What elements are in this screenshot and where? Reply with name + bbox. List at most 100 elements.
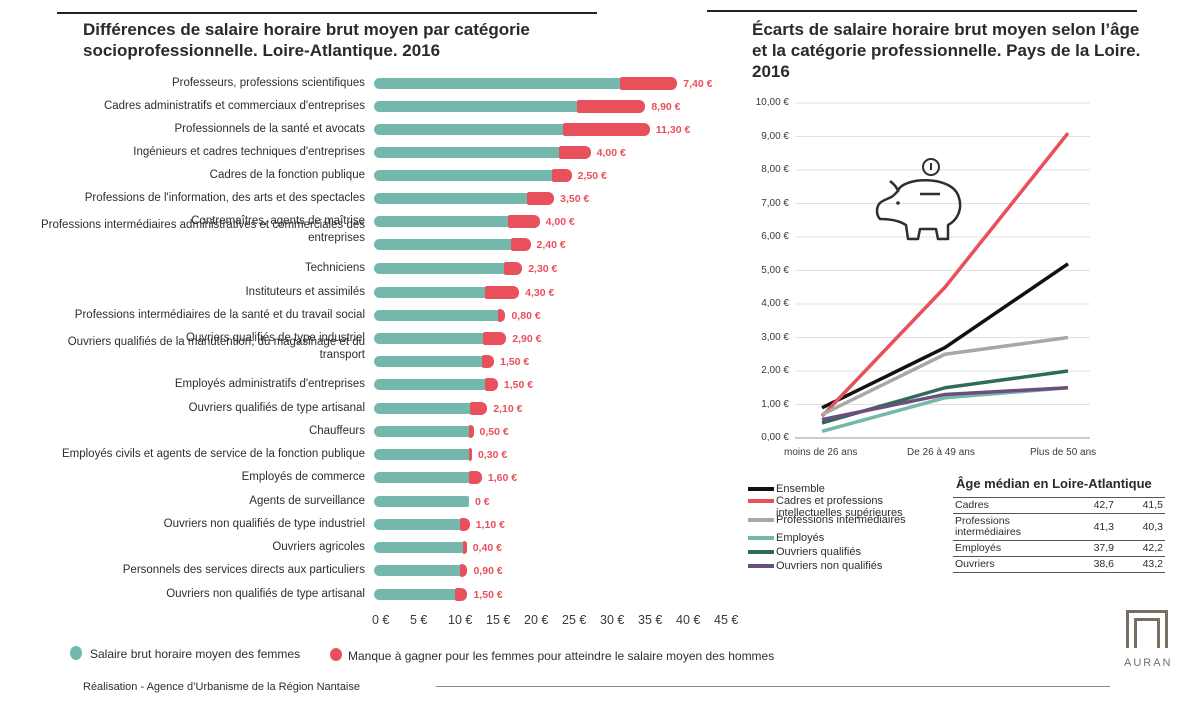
median-row-value: 43,2 <box>1116 556 1165 573</box>
bar-gap-label: 2,40 € <box>536 239 566 251</box>
line-y-tick-label: 7,00 € <box>761 197 789 209</box>
line-y-tick-label: 6,00 € <box>761 231 789 242</box>
bar-gap-label: 0,40 € <box>472 542 502 554</box>
line-series <box>821 386 1069 422</box>
bar-gap-label: 0,90 € <box>473 565 503 577</box>
line-legend-label: Ensemble <box>776 483 825 495</box>
line-series <box>821 262 1069 410</box>
bar-pay-gap <box>468 448 473 461</box>
bar-category-label: Employés civils et agents de service de … <box>61 448 365 460</box>
line-legend-swatch <box>748 499 774 503</box>
bar-gap-label: 1,50 € <box>473 589 503 601</box>
bar-women-salary <box>374 124 564 135</box>
bar-women-salary <box>374 333 485 344</box>
bar-gap-label: 0 € <box>475 496 490 508</box>
bar-category-label: Ouvriers non qualifiés de type artisanal <box>166 588 365 600</box>
bar-gap-label: 0,80 € <box>511 310 541 322</box>
bar-gap-label: 3,50 € <box>560 193 590 205</box>
bar-pay-gap <box>620 77 678 90</box>
median-row-value: 42,2 <box>1116 540 1165 557</box>
auran-logo-mark <box>1126 610 1168 648</box>
median-row-value: 40,3 <box>1116 513 1165 541</box>
median-age-table: Cadres 42,7 41,5 Professions intermédiaires… <box>953 497 1165 573</box>
line-y-tick-label: 0,00 € <box>761 432 789 443</box>
bar-category-label: Personnels des services directs aux part… <box>122 564 365 576</box>
bar-women-salary <box>374 403 472 414</box>
median-row-value: 42,7 <box>1067 497 1116 514</box>
bar-category-label: Cadres administratifs et commerciaux d'e… <box>103 100 365 112</box>
line-legend-label: Employés <box>776 532 825 544</box>
bar-category-label: Agents de surveillance <box>249 495 365 507</box>
bar-pay-gap <box>468 425 474 438</box>
bar-category-label: Instituteurs et assimilés <box>245 286 365 298</box>
bar-gap-label: 11,30 € <box>655 124 691 136</box>
line-legend-label: Ouvriers non qualifiés <box>776 560 883 572</box>
bar-women-salary <box>374 263 505 274</box>
median-row-label: Ouvriers <box>953 556 1067 573</box>
bar-women-salary <box>374 310 500 321</box>
auran-logo <box>1126 610 1176 652</box>
bar-women-salary <box>374 379 487 390</box>
bar-pay-gap <box>460 518 470 531</box>
bar-category-label: Professeurs, professions scientifiques <box>171 77 365 89</box>
bar-women-salary <box>374 542 464 553</box>
bar-gap-label: 2,30 € <box>528 263 558 275</box>
bar-category-label: Professions intermédiaires administrativ… <box>40 219 365 244</box>
bar-x-tick-label: 0 € <box>372 613 390 627</box>
bar-pay-gap <box>498 309 506 322</box>
bar-category-label: Ouvriers agricoles <box>272 541 365 553</box>
bar-gap-label: 0,50 € <box>479 426 509 438</box>
bar-gap-label: 1,50 € <box>503 379 534 391</box>
bar-pay-gap <box>551 169 572 182</box>
legend-gap-label: Manque à gagner pour les femmes pour att… <box>348 649 775 663</box>
bar-x-tick-label: 35 € <box>638 613 663 627</box>
bar-x-tick-label: 20 € <box>524 613 549 627</box>
bar-gap-label: 4,00 € <box>596 147 626 159</box>
bar-pay-gap <box>455 588 468 601</box>
bar-x-tick-label: 15 € <box>486 613 511 627</box>
median-row-label: Professions intermédiaires <box>953 513 1067 541</box>
bar-category-label: Ouvriers non qualifiés de type industrie… <box>163 518 365 530</box>
bar-x-tick-label: 45 € <box>714 613 739 627</box>
bar-category-label: Professions de l'information, des arts e… <box>84 192 365 204</box>
bar-gap-label: 8,90 € <box>651 101 681 113</box>
bar-pay-gap <box>485 378 498 391</box>
bar-women-salary <box>374 565 461 576</box>
line-y-tick-label: 5,00 € <box>761 264 789 276</box>
bar-pay-gap <box>511 238 531 251</box>
left-chart-title: Différences de salaire horaire brut moye… <box>83 20 530 60</box>
median-table-row: Employés 37,9 42,2 <box>953 540 1165 557</box>
bar-gap-label: 1,60 € <box>487 472 518 484</box>
bar-pay-gap <box>459 564 468 577</box>
bar-gap-label: 4,00 € <box>545 216 575 228</box>
bar-pay-gap <box>503 262 523 275</box>
bar-pay-gap <box>485 286 520 299</box>
bar-x-tick-label: 40 € <box>676 613 701 627</box>
median-table-title: Âge médian en Loire-Atlantique <box>956 476 1152 491</box>
bar-category-label: Employés administratifs d'entreprises <box>174 378 365 390</box>
piggy-bank-icon <box>875 158 962 241</box>
bar-pay-gap <box>483 332 507 345</box>
bar-category-label: Ouvriers qualifiés de type artisanal <box>188 402 365 414</box>
line-series <box>820 132 1070 418</box>
median-table-row: Cadres 42,7 41,5 <box>953 497 1165 514</box>
bar-category-label: Ingénieurs et cadres techniques d'entrep… <box>133 146 365 158</box>
footer-rule <box>436 686 1110 687</box>
bar-category-label: Ouvriers qualifiés de la manutention, du… <box>67 336 365 361</box>
bar-women-salary <box>374 589 457 600</box>
bar-pay-gap <box>462 541 467 554</box>
bar-women-salary <box>374 519 462 530</box>
bar-category-label: Professions intermédiaires de la santé e… <box>74 309 365 321</box>
bar-pay-gap <box>576 100 646 113</box>
line-y-tick-label: 10,00 € <box>755 97 789 108</box>
bar-pay-gap <box>468 471 482 484</box>
bar-pay-gap <box>559 146 591 159</box>
legend-women-swatch <box>70 646 82 660</box>
bar-pay-gap <box>481 355 495 368</box>
bar-pay-gap <box>526 192 555 205</box>
line-legend-swatch <box>748 536 774 540</box>
bar-category-label: Chauffeurs <box>308 425 365 437</box>
median-table-row: Ouvriers 38,6 43,2 <box>953 556 1165 573</box>
bar-gap-label: 2,50 € <box>577 170 607 182</box>
